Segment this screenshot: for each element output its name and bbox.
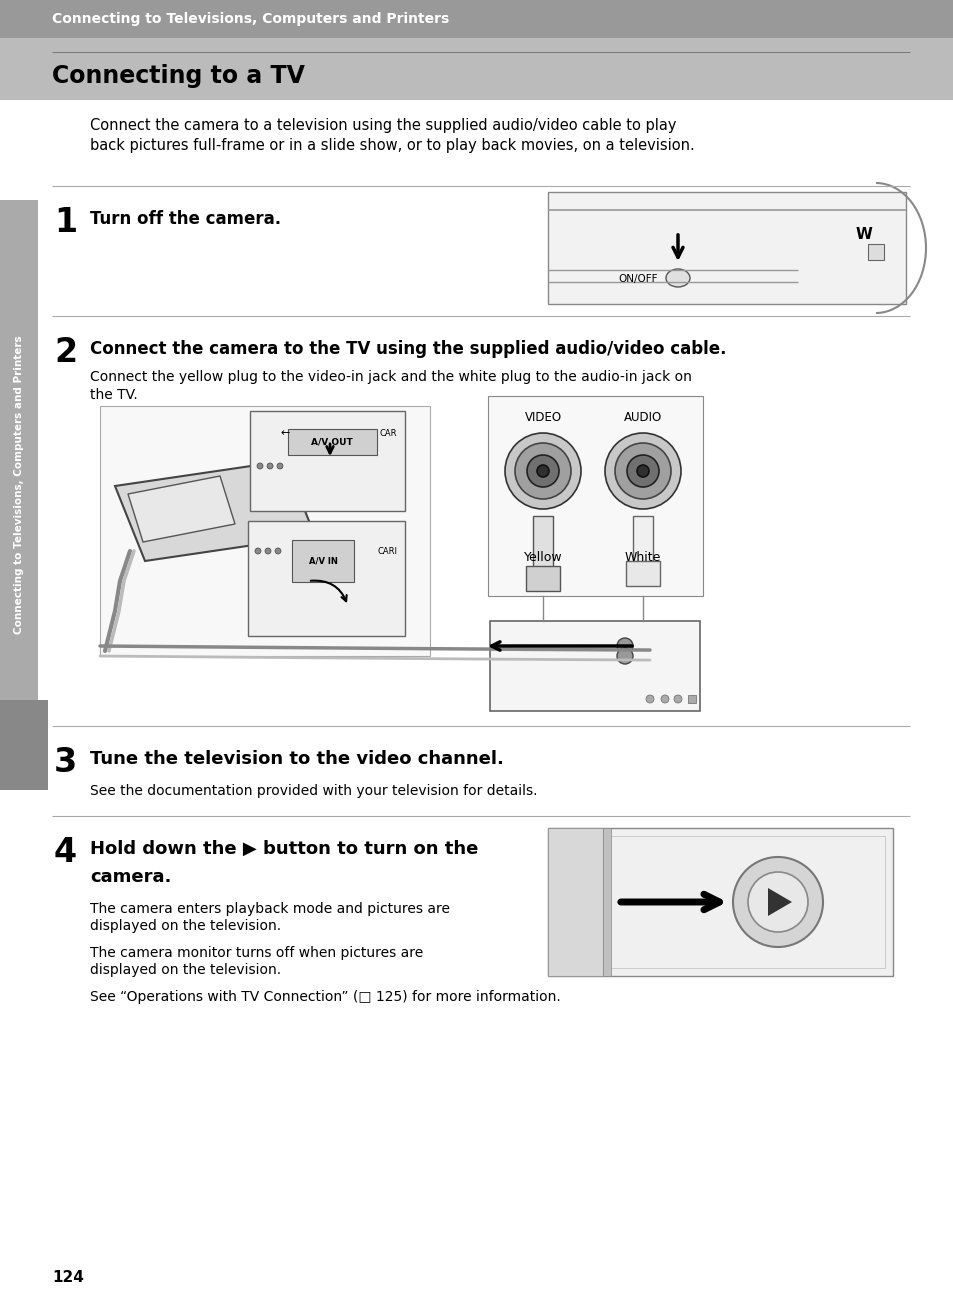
FancyBboxPatch shape <box>0 0 953 38</box>
Text: the TV.: the TV. <box>90 388 137 402</box>
Text: AUDIO: AUDIO <box>623 411 661 424</box>
Text: Tune the television to the video channel.: Tune the television to the video channel… <box>90 750 503 767</box>
Text: VIDEO: VIDEO <box>524 411 561 424</box>
Circle shape <box>732 857 822 947</box>
FancyBboxPatch shape <box>250 411 405 511</box>
Text: 1: 1 <box>54 206 77 239</box>
FancyBboxPatch shape <box>488 396 702 597</box>
FancyBboxPatch shape <box>533 516 553 576</box>
Text: ←: ← <box>280 428 290 438</box>
Circle shape <box>615 443 670 499</box>
Text: Connecting to Televisions, Computers and Printers: Connecting to Televisions, Computers and… <box>52 12 449 26</box>
Text: camera.: camera. <box>90 869 172 886</box>
Text: Connect the camera to the TV using the supplied audio/video cable.: Connect the camera to the TV using the s… <box>90 340 726 357</box>
Text: Yellow: Yellow <box>523 551 561 564</box>
FancyBboxPatch shape <box>0 700 48 790</box>
Text: The camera monitor turns off when pictures are: The camera monitor turns off when pictur… <box>90 946 423 961</box>
Circle shape <box>526 455 558 487</box>
Text: See “Operations with TV Connection” (□ 125) for more information.: See “Operations with TV Connection” (□ 1… <box>90 989 560 1004</box>
Text: ON/OFF: ON/OFF <box>618 275 657 284</box>
Text: displayed on the television.: displayed on the television. <box>90 918 281 933</box>
Circle shape <box>276 463 283 469</box>
Text: 4: 4 <box>54 836 77 869</box>
Text: See the documentation provided with your television for details.: See the documentation provided with your… <box>90 784 537 798</box>
Text: A/V OUT: A/V OUT <box>311 438 353 447</box>
Text: The camera enters playback mode and pictures are: The camera enters playback mode and pict… <box>90 901 450 916</box>
Ellipse shape <box>665 269 689 286</box>
Text: Connecting to a TV: Connecting to a TV <box>52 64 305 88</box>
FancyBboxPatch shape <box>248 520 405 636</box>
FancyBboxPatch shape <box>547 828 892 976</box>
FancyBboxPatch shape <box>867 244 883 260</box>
Text: Connect the camera to a television using the supplied audio/video cable to play: Connect the camera to a television using… <box>90 118 676 133</box>
Circle shape <box>637 465 648 477</box>
FancyBboxPatch shape <box>490 622 700 711</box>
Circle shape <box>617 648 633 664</box>
Text: CAR: CAR <box>379 428 397 438</box>
Text: Hold down the ▶ button to turn on the: Hold down the ▶ button to turn on the <box>90 840 477 858</box>
Text: W: W <box>855 227 872 242</box>
Circle shape <box>673 695 681 703</box>
FancyBboxPatch shape <box>687 695 696 703</box>
FancyBboxPatch shape <box>547 828 602 976</box>
FancyBboxPatch shape <box>547 192 905 304</box>
Text: CARI: CARI <box>377 547 397 556</box>
FancyBboxPatch shape <box>633 516 652 572</box>
Circle shape <box>265 548 271 555</box>
Text: 3: 3 <box>54 746 77 779</box>
Polygon shape <box>767 888 791 916</box>
Text: Connecting to Televisions, Computers and Printers: Connecting to Televisions, Computers and… <box>14 335 24 635</box>
Text: White: White <box>624 551 660 564</box>
Text: A/V IN: A/V IN <box>308 557 337 565</box>
FancyBboxPatch shape <box>525 566 559 591</box>
Text: Turn off the camera.: Turn off the camera. <box>90 210 281 229</box>
Text: 124: 124 <box>52 1271 84 1285</box>
Circle shape <box>747 872 807 932</box>
Circle shape <box>515 443 571 499</box>
Circle shape <box>537 465 548 477</box>
Circle shape <box>617 639 633 654</box>
Circle shape <box>256 463 263 469</box>
FancyBboxPatch shape <box>625 561 659 586</box>
Text: Connect the yellow plug to the video-in jack and the white plug to the audio-in : Connect the yellow plug to the video-in … <box>90 371 691 384</box>
FancyBboxPatch shape <box>0 200 38 770</box>
FancyBboxPatch shape <box>0 38 953 100</box>
Text: displayed on the television.: displayed on the television. <box>90 963 281 978</box>
FancyBboxPatch shape <box>602 828 610 976</box>
Text: back pictures full-frame or in a slide show, or to play back movies, on a televi: back pictures full-frame or in a slide s… <box>90 138 694 152</box>
Polygon shape <box>115 461 314 561</box>
Circle shape <box>267 463 273 469</box>
Circle shape <box>604 434 680 509</box>
Polygon shape <box>128 476 234 541</box>
Circle shape <box>274 548 281 555</box>
Circle shape <box>660 695 668 703</box>
FancyBboxPatch shape <box>100 406 430 656</box>
FancyBboxPatch shape <box>288 428 376 455</box>
Circle shape <box>626 455 659 487</box>
Circle shape <box>254 548 261 555</box>
Circle shape <box>504 434 580 509</box>
Text: 2: 2 <box>54 336 77 369</box>
Circle shape <box>645 695 654 703</box>
